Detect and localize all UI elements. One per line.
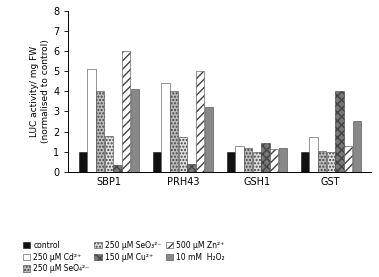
Bar: [335, 91, 344, 172]
Bar: [309, 137, 318, 172]
Bar: [244, 148, 252, 172]
Bar: [122, 51, 130, 172]
Bar: [327, 152, 335, 172]
Bar: [352, 120, 361, 172]
Y-axis label: LUC activity/ mg FW
(normalised to control): LUC activity/ mg FW (normalised to contr…: [30, 40, 50, 143]
Bar: [170, 91, 179, 172]
Bar: [235, 146, 244, 172]
Bar: [196, 71, 204, 172]
Bar: [270, 149, 278, 172]
Bar: [227, 152, 235, 172]
Bar: [113, 165, 122, 172]
Bar: [205, 107, 213, 172]
Bar: [344, 146, 352, 172]
Bar: [261, 143, 270, 172]
Bar: [279, 148, 287, 172]
Bar: [88, 69, 96, 172]
Bar: [153, 152, 161, 172]
Bar: [301, 152, 309, 172]
Bar: [187, 164, 196, 172]
Bar: [318, 151, 326, 172]
Legend: control, 250 μM Cd²⁺, 250 μM SeO₄²⁻, 250 μM SeO₃²⁻, 150 μM Cu²⁺, 500 μM Zn²⁺, 10: control, 250 μM Cd²⁺, 250 μM SeO₄²⁻, 250…: [23, 241, 225, 273]
Bar: [79, 152, 87, 172]
Bar: [252, 152, 261, 172]
Bar: [96, 91, 105, 172]
Bar: [179, 137, 187, 172]
Bar: [161, 83, 170, 172]
Bar: [105, 135, 113, 172]
Bar: [131, 89, 139, 172]
